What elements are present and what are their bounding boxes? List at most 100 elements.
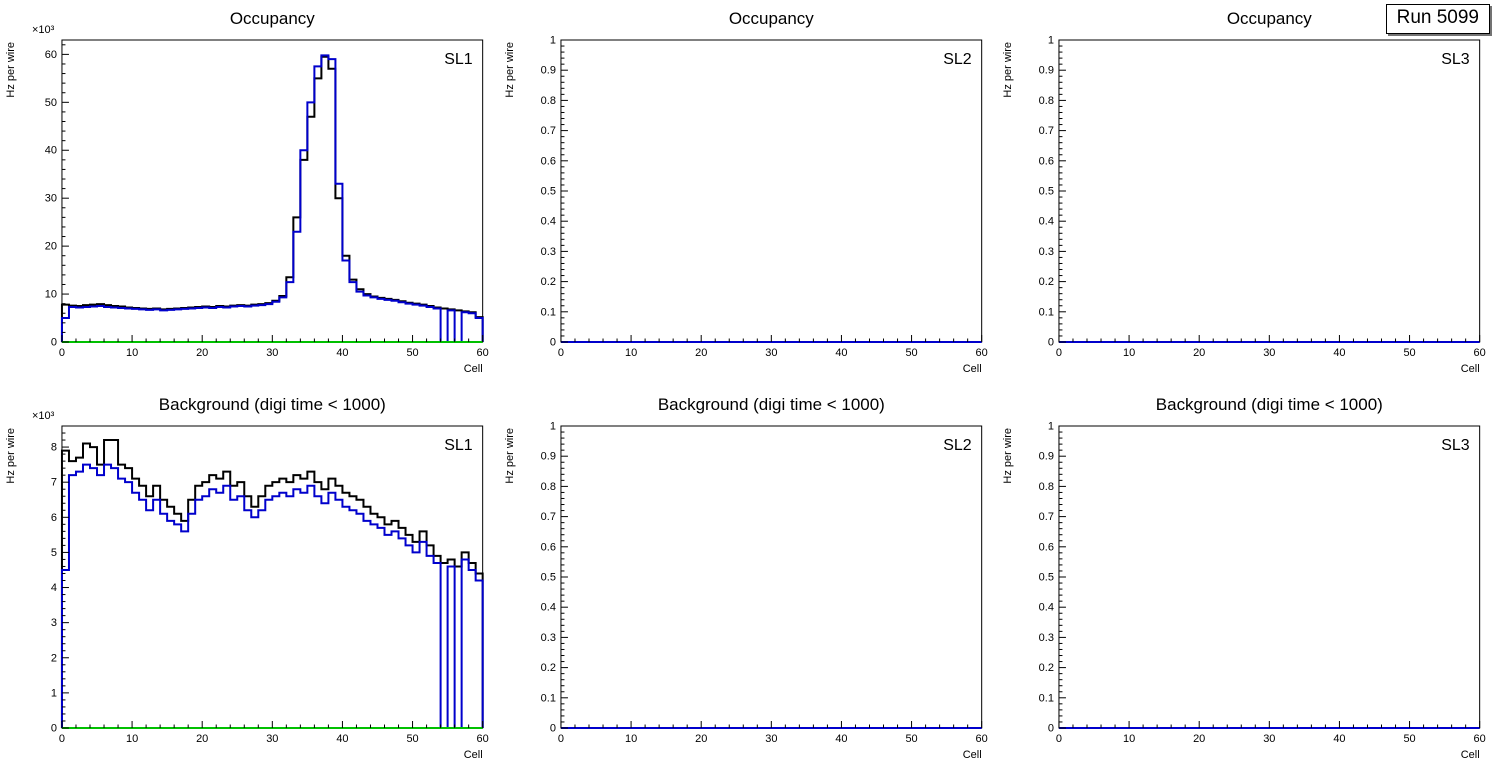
y-tick-label: 0.2: [540, 662, 555, 674]
y-tick-label: 0: [1048, 336, 1054, 348]
chart-title: Background (digi time < 1000): [657, 395, 884, 414]
x-tick-label: 30: [1264, 733, 1276, 745]
x-tick-label: 40: [835, 347, 847, 359]
chart-canvas-occupancy-sl3: 0 10 20 30 40 50 60 0 0.1 0.2 0.3 0.4 0.5 0.6 0.7 0.8 0.…: [1002, 9, 1486, 375]
y-axis-label: Hz per wire: [5, 428, 17, 484]
x-tick-label: 40: [1334, 347, 1346, 359]
x-tick-label: 0: [1056, 733, 1062, 745]
y-tick-label: 0.5: [540, 185, 555, 197]
panel-background-sl1: 0 10 20 30 40 50 60 0 1 2 3 4 5 6 7 8 Background (digi t…: [0, 386, 499, 772]
y-tick-label: 8: [51, 442, 57, 454]
y-tick-label: 4: [51, 582, 57, 594]
x-tick-label: 50: [406, 347, 418, 359]
x-tick-label: 60: [975, 733, 987, 745]
y-tick-label: 0.6: [540, 541, 555, 553]
y-tick-label: 0.1: [540, 692, 555, 704]
superlayer-label: SL3: [1442, 51, 1471, 68]
y-tick-label: 10: [45, 289, 57, 301]
y-axis-label: Hz per wire: [1002, 42, 1014, 98]
y-tick-label: 1: [1048, 34, 1054, 46]
chart-title: Background (digi time < 1000): [159, 395, 386, 414]
y-tick-label: 0.4: [1039, 216, 1054, 228]
x-tick-label: 50: [406, 733, 418, 745]
superlayer-label: SL3: [1442, 437, 1471, 454]
y-tick-label: 0: [1048, 722, 1054, 734]
y-tick-label: 1: [1048, 420, 1054, 432]
superlayer-label: SL2: [943, 437, 972, 454]
y-tick-label: 0.4: [540, 602, 555, 614]
x-tick-label: 20: [1193, 347, 1205, 359]
y-tick-label: 0.5: [1039, 185, 1054, 197]
y-tick-label: 0.7: [540, 125, 555, 137]
x-tick-label: 10: [625, 347, 637, 359]
chart-canvas-background-sl3: 0 10 20 30 40 50 60 0 0.1 0.2 0.3 0.4 0.5 0.6 0.7 0.8 0.…: [1002, 395, 1486, 761]
y-tick-label: 0.2: [1039, 276, 1054, 288]
y-tick-label: 40: [45, 145, 57, 157]
chart-title: Occupancy: [1227, 9, 1312, 28]
x-tick-label: 10: [1123, 733, 1135, 745]
y-tick-label: 0: [51, 336, 57, 348]
x-tick-label: 0: [1056, 347, 1062, 359]
series-occupancy-black: [60, 55, 484, 342]
y-tick-label: 1: [550, 420, 556, 432]
y-tick-label: 0.5: [1039, 571, 1054, 583]
x-tick-label: 60: [477, 733, 489, 745]
series-background-blue: [60, 463, 484, 729]
x-axis-label: Cell: [962, 749, 981, 761]
y-tick-label: 0.1: [540, 306, 555, 318]
x-axis-label: Cell: [962, 363, 981, 375]
x-tick-label: 10: [1123, 347, 1135, 359]
y-tick-label: 7: [51, 477, 57, 489]
y-tick-label: 1: [550, 34, 556, 46]
x-tick-label: 20: [695, 347, 707, 359]
y-tick-label: 0.2: [1039, 662, 1054, 674]
series-occupancy-blue: [60, 54, 484, 343]
y-tick-label: 0.8: [540, 481, 555, 493]
x-tick-label: 50: [1404, 347, 1416, 359]
x-tick-label: 30: [765, 733, 777, 745]
x-tick-label: 60: [975, 347, 987, 359]
y-tick-label: 5: [51, 547, 57, 559]
chart-canvas-background-sl1: 0 10 20 30 40 50 60 0 1 2 3 4 5 6 7 8 Background (digi t…: [5, 395, 489, 761]
chart-title: Occupancy: [729, 9, 814, 28]
x-tick-label: 20: [1193, 733, 1205, 745]
x-tick-label: 50: [1404, 733, 1416, 745]
x-tick-label: 0: [59, 347, 65, 359]
superlayer-label: SL1: [444, 437, 473, 454]
x-tick-label: 30: [266, 733, 278, 745]
y-tick-label: 0.3: [540, 246, 555, 258]
y-tick-label: 60: [45, 49, 57, 61]
chart-title: Background (digi time < 1000): [1156, 395, 1383, 414]
x-axis-label: Cell: [464, 749, 483, 761]
y-tick-label: 0.4: [540, 216, 555, 228]
x-axis-label: Cell: [1461, 749, 1480, 761]
superlayer-label: SL1: [444, 51, 473, 68]
y-axis-label: Hz per wire: [504, 42, 516, 98]
y-axis-label: Hz per wire: [1002, 428, 1014, 484]
x-tick-label: 40: [1334, 733, 1346, 745]
y-tick-label: 0.9: [540, 451, 555, 463]
x-tick-label: 20: [196, 347, 208, 359]
y-tick-label: 0.1: [1039, 306, 1054, 318]
panel-occupancy-sl2: 0 10 20 30 40 50 60 0 0.1 0.2 0.3 0.4 0.5 0.6 0.7 0.8 0.…: [499, 0, 998, 386]
x-tick-label: 0: [59, 733, 65, 745]
chart-canvas-occupancy-sl1: 0 10 20 30 40 50 60 0 10 20 30 40 50 60 Occupancy SL1 Hz…: [5, 9, 489, 375]
x-tick-label: 0: [558, 347, 564, 359]
y-tick-label: 0.3: [1039, 246, 1054, 258]
y-tick-label: 0.6: [540, 155, 555, 167]
superlayer-label: SL2: [943, 51, 972, 68]
panel-occupancy-sl3: 0 10 20 30 40 50 60 0 0.1 0.2 0.3 0.4 0.5 0.6 0.7 0.8 0.…: [997, 0, 1496, 386]
x-tick-label: 60: [1474, 347, 1486, 359]
x-tick-label: 20: [196, 733, 208, 745]
series-background-black: [60, 439, 484, 728]
plot-frame: [560, 425, 982, 729]
y-tick-label: 0.9: [1039, 451, 1054, 463]
y-tick-label: 0.6: [1039, 155, 1054, 167]
y-tick-label: 6: [51, 512, 57, 524]
run-number-pave-label: Run 5099: [1385, 4, 1490, 34]
y-axis-label: Hz per wire: [5, 42, 17, 98]
x-tick-label: 10: [126, 733, 138, 745]
x-tick-label: 60: [477, 347, 489, 359]
y-tick-label: 0.1: [1039, 692, 1054, 704]
